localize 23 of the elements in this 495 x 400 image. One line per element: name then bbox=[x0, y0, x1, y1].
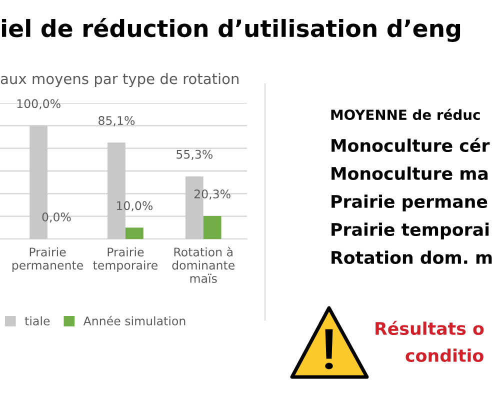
text: iel de réduction d’utilisation d’eng bbox=[2, 18, 460, 42]
text: Monoculture ma bbox=[332, 166, 488, 180]
chart-title: aux moyens par type de rotation bbox=[0, 72, 238, 88]
bar bbox=[125, 228, 144, 239]
text: Résultats o bbox=[376, 320, 484, 336]
text: Prairie permane bbox=[332, 194, 488, 212]
legend-label: Année simulation bbox=[83, 316, 186, 326]
bar bbox=[203, 216, 222, 239]
x-tick-label: Rotation à dominante maïs bbox=[172, 246, 235, 283]
data-label: 55,3% bbox=[176, 150, 213, 160]
legend-label: tiale bbox=[24, 316, 50, 326]
text: Monoculture cér bbox=[332, 138, 490, 152]
text: MOYENNE de réduc bbox=[331, 108, 480, 120]
x-tick-label: Prairie permanente bbox=[12, 247, 84, 272]
text: Prairie temporai bbox=[332, 222, 489, 240]
text: conditio bbox=[406, 348, 484, 362]
x-tick-label: Prairie temporaire bbox=[93, 247, 158, 272]
data-label: 85,1% bbox=[98, 116, 135, 126]
data-label: 20,3% bbox=[194, 190, 230, 200]
data-label: 100,0% bbox=[17, 99, 60, 110]
text: Rotation dom. m bbox=[332, 250, 492, 264]
data-label: 10,0% bbox=[116, 201, 153, 212]
data-label: 0,0% bbox=[42, 212, 71, 223]
